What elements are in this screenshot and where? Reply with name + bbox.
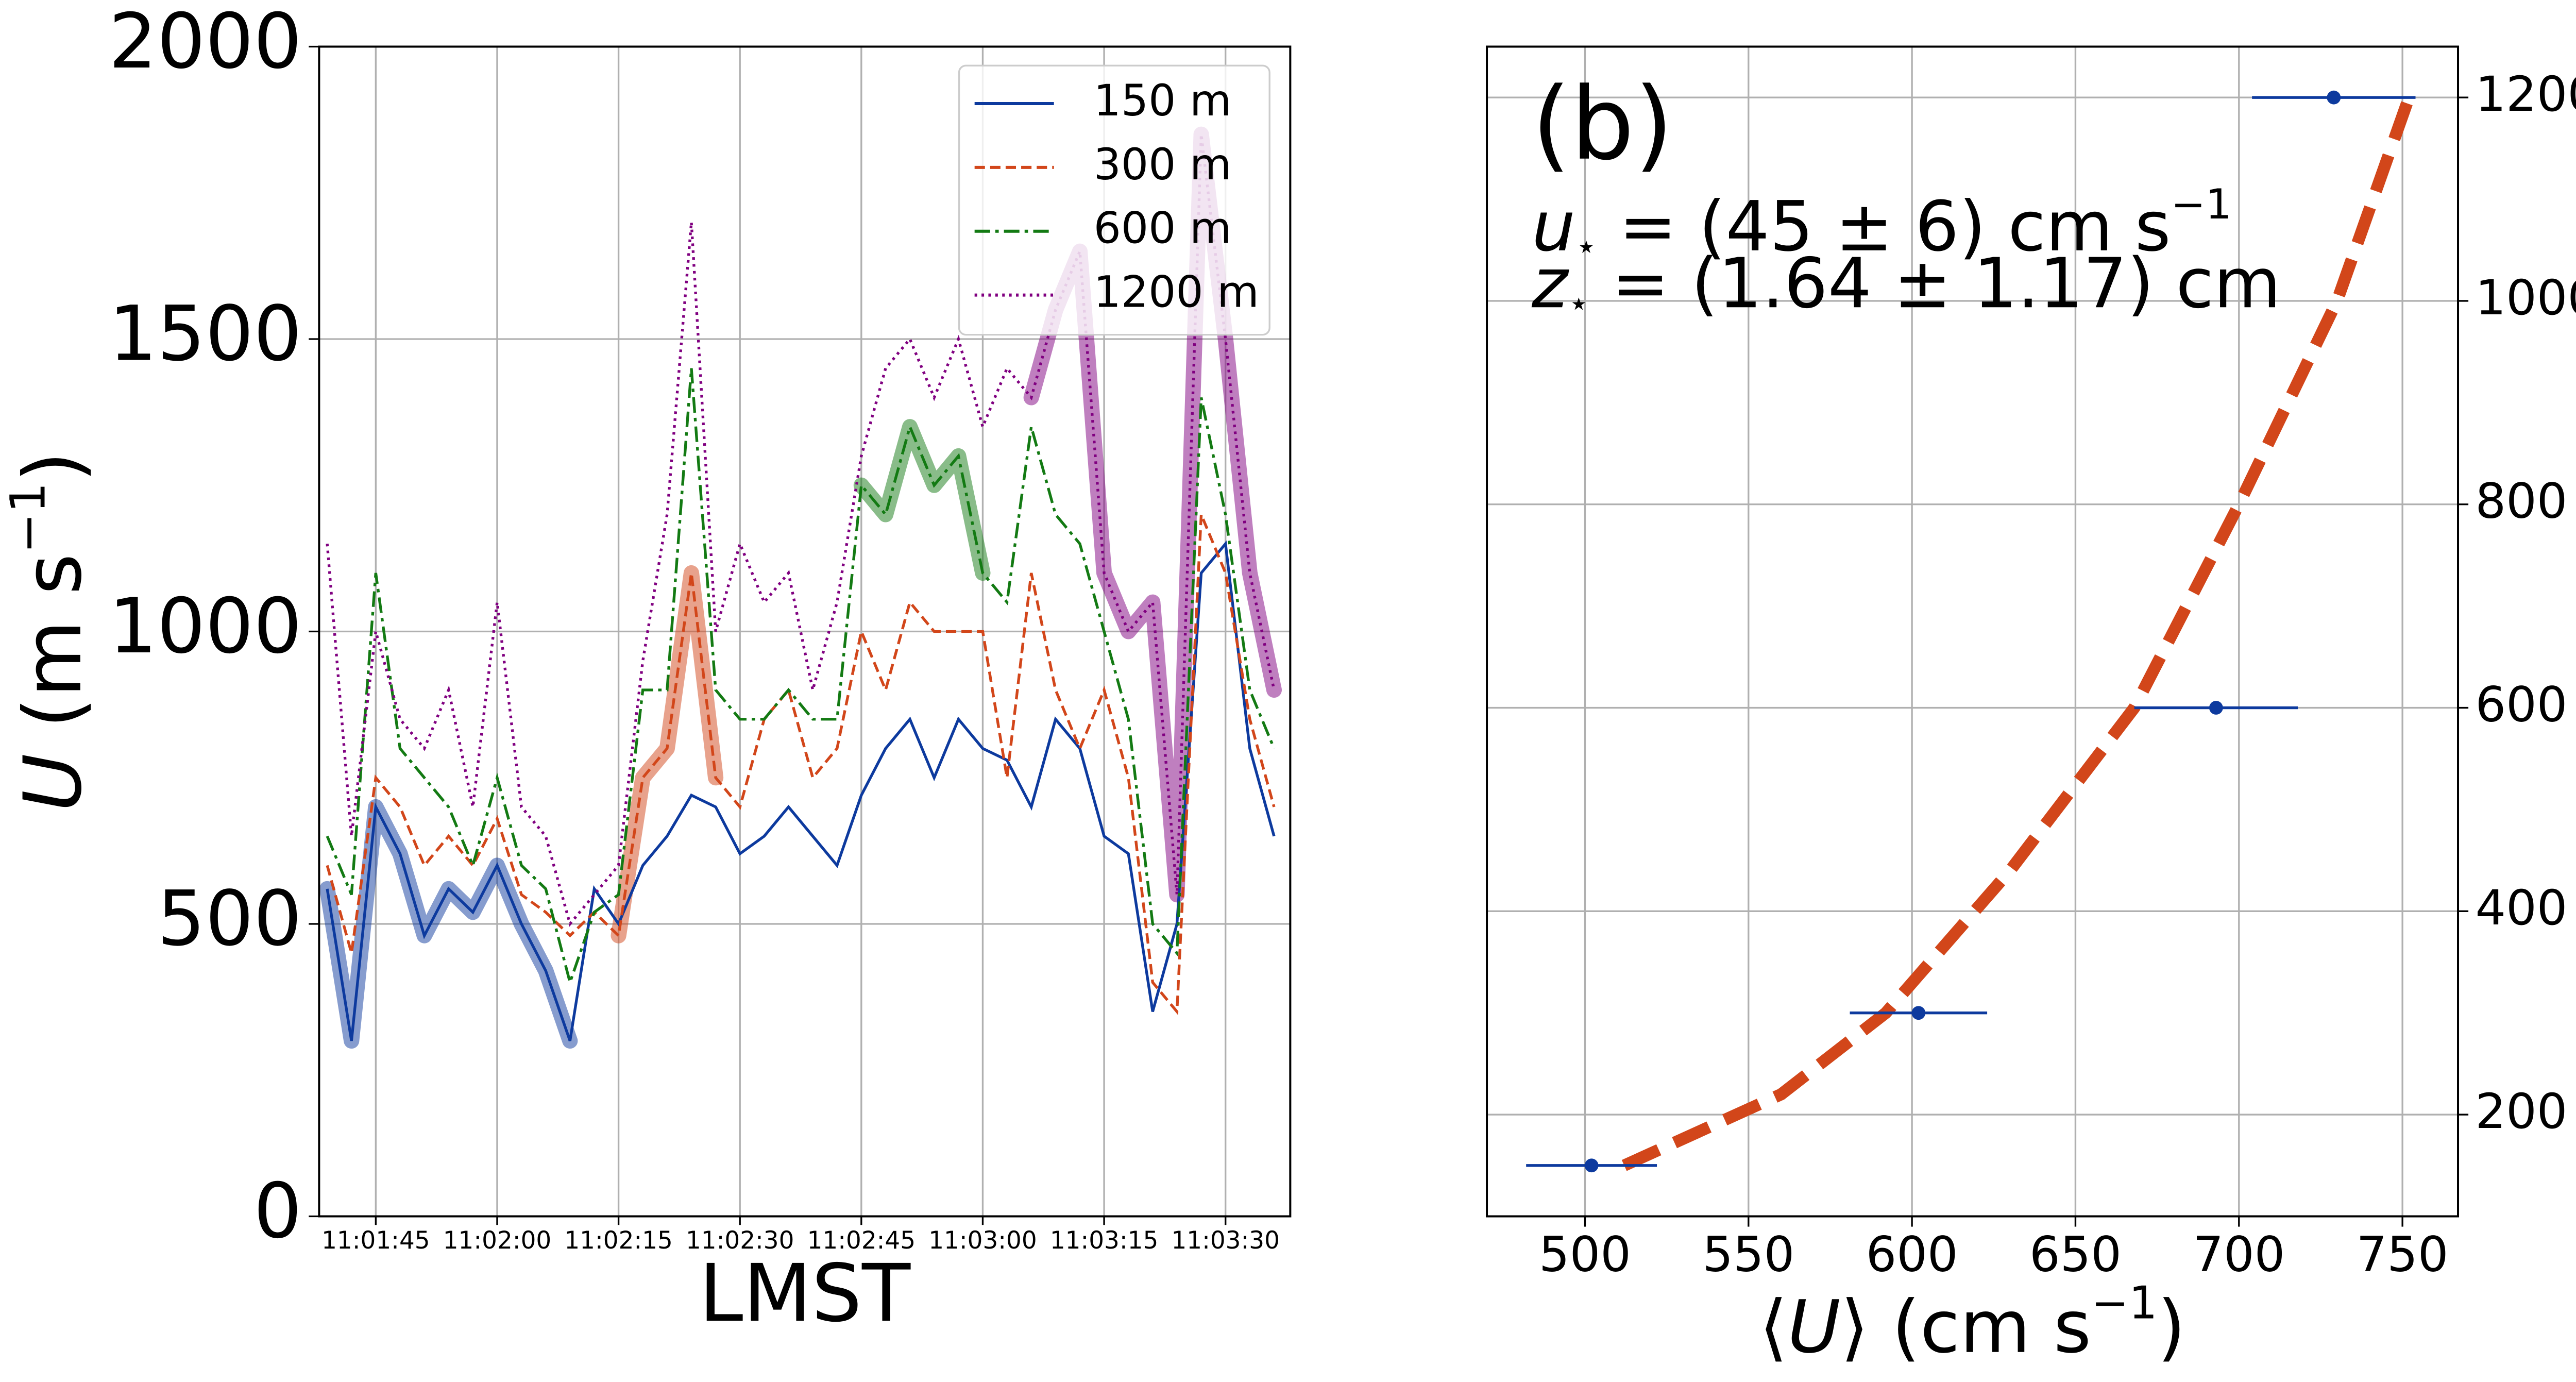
x-tick-label: 11:03:15: [1050, 1226, 1158, 1255]
highlight: [853, 419, 991, 581]
series-line: [326, 368, 1276, 987]
y-tick-label: 1000: [2475, 270, 2576, 326]
x-axis-label-part: ): [2157, 1285, 2185, 1369]
legend-box: [958, 64, 1270, 336]
y-tick-label: 1200: [2475, 66, 2576, 123]
x-tick-label: 11:02:30: [686, 1226, 794, 1255]
y-tick-label: 1000: [109, 582, 302, 670]
y-axis-label-part: −1: [0, 482, 56, 553]
y-tick-label: 600: [2475, 677, 2567, 733]
series-line: [326, 540, 1276, 1041]
y-axis-label: U (m s−1): [0, 451, 99, 812]
y-axis-label-part: (m s: [7, 553, 99, 753]
x-tick-label: 11:02:00: [443, 1226, 551, 1255]
fit-result-part: = (1.64 ± 1.17) cm: [1589, 243, 2281, 324]
y-tick-label: 2000: [109, 0, 302, 86]
x-tick-label: 11:03:30: [1171, 1226, 1279, 1255]
plot-frame: [1486, 45, 2460, 1218]
data-point: [1911, 1006, 1926, 1020]
y-axis-label-part: ): [7, 451, 99, 482]
x-axis-label-part: ⟨: [1759, 1285, 1788, 1369]
fit-result-part: u: [1532, 186, 1575, 266]
x-axis-label: LMST: [699, 1248, 911, 1340]
plot-frame: [318, 45, 1292, 1218]
legend-label: 300 m: [1094, 139, 1232, 190]
x-axis-label-part: −1: [2091, 1277, 2157, 1329]
x-tick-label: 650: [2029, 1227, 2122, 1283]
y-tick-label: 500: [157, 874, 302, 963]
y-tick-label: 800: [2475, 474, 2567, 530]
x-tick-label: 600: [1866, 1227, 1958, 1283]
x-tick-label: 11:02:15: [564, 1226, 672, 1255]
y-tick-label: 1500: [109, 290, 302, 378]
data-point: [2327, 90, 2341, 105]
fit-result-part: z: [1531, 243, 1569, 324]
fit-line: [1621, 95, 2415, 1171]
x-axis-label-part: ⟩ (cm s: [1841, 1285, 2092, 1369]
fit-result: z⋆ = (1.64 ± 1.17) cm: [1531, 243, 2281, 324]
x-axis-label-part: U: [1788, 1285, 1841, 1369]
legend-label: 600 m: [1094, 203, 1232, 254]
legend-label: 150 m: [1094, 75, 1232, 126]
y-tick-label: 400: [2475, 880, 2567, 936]
fit-result-part: −1: [2171, 180, 2232, 228]
fit-result-part: ⋆: [1568, 283, 1589, 323]
fit-result-part: ⋆: [1575, 226, 1597, 266]
fit-result: u⋆ = (45 ± 6) cm s−1: [1532, 180, 2232, 267]
y-axis-label-part: U: [7, 753, 99, 812]
x-tick-label: 700: [2193, 1227, 2285, 1283]
fit-result-part: = (45 ± 6) cm s: [1597, 186, 2171, 266]
panel-label: (b): [1532, 66, 1673, 182]
series-line: [326, 514, 1276, 1016]
x-tick-label: 11:01:45: [321, 1226, 430, 1255]
x-tick-label: 750: [2357, 1227, 2449, 1283]
x-tick-label: 550: [1702, 1227, 1794, 1283]
x-tick-label: 11:03:00: [928, 1226, 1037, 1255]
y-tick-label: 200: [2475, 1084, 2567, 1140]
legend-label: 1200 m: [1094, 267, 1259, 317]
data-point: [2209, 701, 2223, 715]
y-tick-label: 0: [253, 1167, 302, 1255]
data-point: [1584, 1158, 1599, 1173]
x-tick-label: 11:02:45: [807, 1226, 916, 1255]
x-axis-label: ⟨U⟩ (cm s−1): [1759, 1277, 2186, 1370]
x-tick-label: 500: [1539, 1227, 1631, 1283]
